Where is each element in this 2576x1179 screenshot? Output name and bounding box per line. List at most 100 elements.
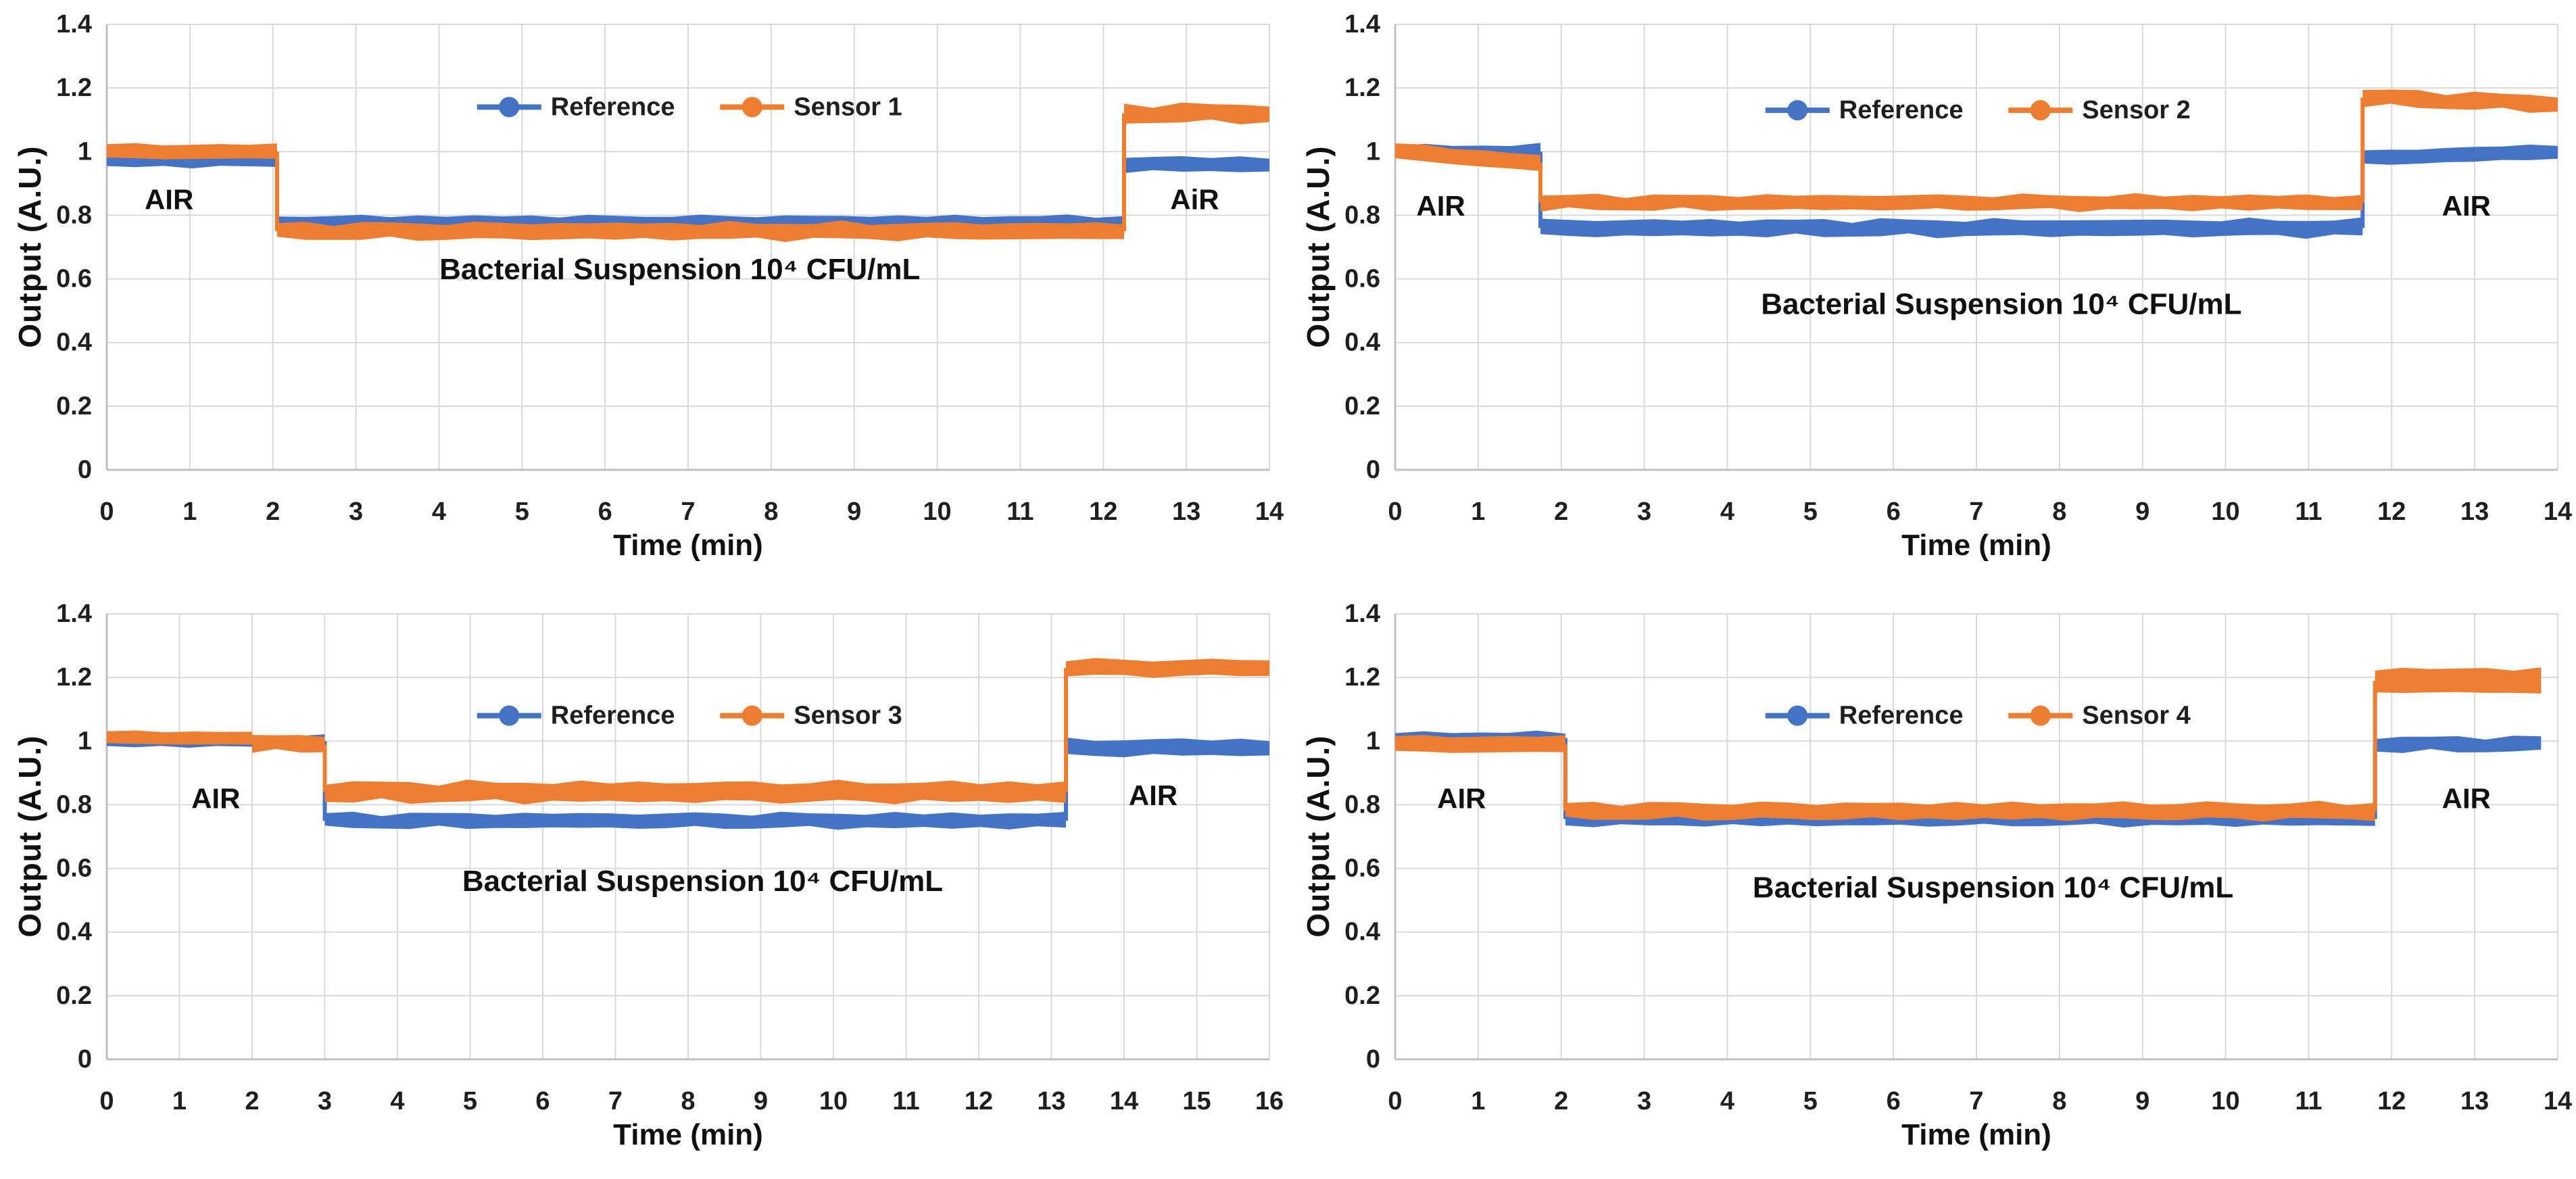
x-tick-label: 10 [819,1087,848,1115]
series-band-reference [1066,737,1269,758]
y-tick-label: 1 [1366,137,1380,166]
series-band-reference [1124,156,1269,174]
legend-label: Sensor 2 [2082,96,2191,124]
series-band-sensor-3 [324,779,1066,804]
x-tick-label: 1 [1471,1087,1485,1115]
x-tick-label: 9 [754,1087,768,1115]
x-tick-label: 2 [1554,1087,1568,1115]
x-tick-label: 12 [2377,498,2406,526]
x-tick-label: 12 [2377,1087,2406,1115]
legend-marker-dot [499,705,520,726]
y-tick-label: 1.4 [56,10,92,39]
y-tick-label: 0.8 [1344,790,1380,819]
y-tick-label: 1 [78,137,92,166]
x-tick-label: 3 [1637,498,1651,526]
x-tick-label: 7 [1969,498,1983,526]
x-tick-label: 13 [2460,498,2489,526]
legend-item-reference: Reference [1765,96,1964,124]
x-tick-label: 1 [172,1087,187,1115]
x-tick-label: 9 [2135,498,2149,526]
x-tick-label: 6 [535,1087,550,1115]
annotation-air: AIR [1437,783,1486,815]
x-tick-label: 4 [432,498,446,526]
annotation-bacterial-suspension-10-cfu-ml: Bacterial Suspension 10⁴ CFU/mL [1761,288,2241,321]
legend-item-reference: Reference [477,93,675,121]
x-tick-label: 11 [2295,1087,2322,1115]
x-tick-label: 4 [390,1087,404,1115]
sensor-3-chart-canvas: 00.20.40.60.811.21.40 1 2 3 4 5 6 7 8 9 10 11 12 13 14… [56,600,1284,1115]
y-tick-label: 1.4 [1344,600,1380,628]
y-tick-label: 1.4 [56,600,92,628]
x-tick-label: 13 [1172,498,1200,526]
legend-label: Reference [551,93,675,121]
x-tick-label: 13 [1037,1087,1065,1115]
legend-label: Sensor 3 [794,702,902,730]
series-band-sensor-3 [1066,658,1269,678]
x-tick-label: 15 [1182,1087,1211,1115]
y-axis-title: Output (A.U.) [12,145,47,348]
series-band-sensor-1 [1124,102,1269,124]
legend-marker-dot [1787,705,1808,726]
x-tick-label: 10 [923,498,951,526]
y-tick-label: 0.2 [56,392,92,420]
legend-marker-dot [1787,100,1808,121]
y-tick-label: 0.2 [1344,392,1380,420]
y-axis-title: Output (A.U.) [1301,145,1336,348]
x-tick-label: 0 [99,498,114,526]
x-tick-label: 14 [1255,498,1284,526]
series-band-sensor-1 [107,143,277,160]
x-tick-label: 5 [1803,1087,1818,1115]
series-band-sensor-3 [252,735,325,753]
y-tick-label: 0.4 [1344,918,1380,946]
x-tick-label: 3 [1637,1087,1651,1115]
x-tick-label: 6 [1887,498,1901,526]
x-tick-label: 5 [515,498,529,526]
x-tick-label: 6 [598,498,612,526]
annotation-air: AIR [1416,190,1465,222]
y-tick-label: 0.6 [1344,855,1380,883]
legend-item-sensor-4: Sensor 4 [2008,702,2191,730]
legend-marker-dot [742,705,762,726]
y-tick-label: 1.2 [1344,74,1380,102]
legend-marker-dot [2030,705,2051,726]
y-tick-label: 0.8 [56,201,92,229]
x-tick-label: 13 [2460,1087,2489,1115]
x-tick-label: 0 [99,1087,114,1115]
legend-label: Reference [1839,96,1964,124]
legend-item-sensor-3: Sensor 3 [720,702,902,730]
x-tick-label: 7 [681,498,695,526]
y-tick-label: 0.8 [56,790,92,819]
x-tick-label: 5 [463,1087,477,1115]
annotation-air: AIR [2442,190,2491,222]
annotation-bacterial-suspension-10-cfu-ml: Bacterial Suspension 10⁴ CFU/mL [439,253,920,286]
sensor-4-chart-canvas: 00.20.40.60.811.21.40 1 2 3 4 5 6 7 8 9 10 11 12 13 14… [1344,600,2572,1115]
x-tick-label: 6 [1887,1087,1901,1115]
chart-panel-sensor-2: 0 0.2 0.4 0.6 0.8 1 1.2 1.4 0 1 2 3 4 5 6 7 8 9 10 11 12 13 14… [1288,0,2576,590]
y-tick-label: 0.4 [56,918,92,946]
y-tick-label: 0.4 [1344,329,1380,357]
sensor-2-chart-canvas: 00.20.40.60.811.21.40 1 2 3 4 5 6 7 8 9 10 11 12 13 14… [1344,10,2572,526]
x-tick-label: 2 [266,498,280,526]
legend-marker-dot [742,97,762,118]
x-tick-label: 1 [1471,498,1485,526]
legend-label: Sensor 1 [794,93,902,121]
legend-item-sensor-1: Sensor 1 [720,93,902,121]
x-tick-label: 3 [349,498,363,526]
annotation-bacterial-suspension-10-cfu-ml: Bacterial Suspension 10⁴ CFU/mL [1753,871,2233,904]
series-band-reference [324,811,1066,830]
y-axis-title: Output (A.U.) [12,735,47,938]
y-tick-label: 1.2 [56,74,92,102]
x-tick-label: 0 [1388,498,1402,526]
x-tick-label: 11 [1006,498,1034,526]
series-band-sensor-4 [2375,667,2542,694]
y-tick-label: 0.6 [56,265,92,293]
y-tick-label: 1.4 [1344,10,1380,39]
series-band-sensor-2 [1540,193,2363,212]
legend-item-reference: Reference [477,702,675,730]
y-tick-label: 1.2 [56,663,92,692]
annotation-bacterial-suspension-10-cfu-ml: Bacterial Suspension 10⁴ CFU/mL [462,865,943,898]
legend-marker-dot [2030,100,2051,121]
legend-label: Sensor 4 [2082,702,2191,730]
y-tick-label: 0.6 [56,855,92,883]
legend-item-sensor-2: Sensor 2 [2008,96,2191,124]
